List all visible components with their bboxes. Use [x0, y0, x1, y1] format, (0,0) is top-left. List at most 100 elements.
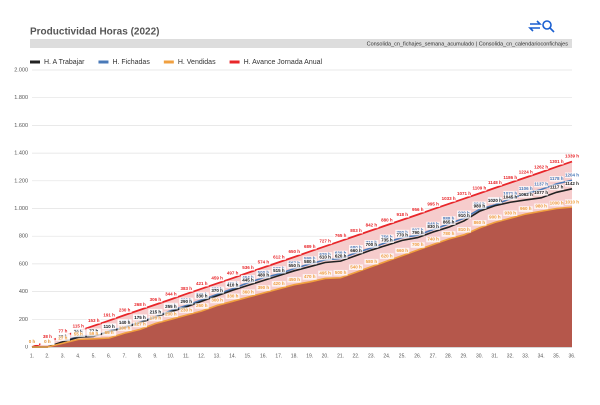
x-tick-label: 14. — [229, 353, 236, 359]
value-label-bg — [256, 272, 271, 279]
y-tick-label: 800 — [19, 234, 28, 240]
x-tick-label: 2. — [45, 353, 49, 359]
value-label: 420 h — [273, 281, 285, 286]
value-label-bg — [364, 258, 379, 265]
value-label: 910 h — [458, 213, 470, 218]
x-tick-label: 4. — [76, 353, 80, 359]
value-label: 65 h — [105, 330, 114, 335]
value-label: 1262 h — [534, 164, 548, 169]
series-line — [31, 160, 573, 348]
value-label-bg — [472, 185, 487, 192]
value-label: 1071 h — [457, 191, 471, 196]
value-label: 1148 h — [488, 180, 502, 185]
value-label-bg — [518, 169, 533, 176]
value-label: 445 h — [242, 278, 254, 283]
value-label: 650 h — [289, 249, 301, 254]
value-label-bg — [86, 331, 101, 337]
value-label-bg — [549, 184, 564, 191]
y-tick-label: 400 — [19, 289, 28, 295]
value-label: 660 h — [397, 248, 409, 253]
value-label: 765 h — [335, 233, 347, 238]
value-label-bg — [379, 253, 394, 259]
value-label-bg — [302, 243, 317, 250]
value-label: 1077 h — [534, 190, 548, 195]
value-label: 191 h — [103, 313, 115, 318]
value-label-bg — [210, 275, 225, 282]
value-label: 300 h — [211, 298, 223, 303]
value-label-bg — [379, 237, 394, 244]
value-label: 700 h — [366, 242, 378, 247]
subtitle: Consolida_cn_fichajes_semana_acumulado |… — [367, 41, 569, 47]
value-label-bg — [518, 206, 533, 212]
value-label-bg — [565, 172, 579, 179]
value-label-bg — [349, 264, 363, 271]
value-label-bg — [565, 181, 579, 187]
value-label: 290 h — [181, 299, 193, 304]
legend-label: H. Vendidas — [178, 59, 216, 66]
x-tick-label: 25. — [399, 353, 406, 359]
value-label-bg — [194, 293, 209, 300]
x-tick-label: 18. — [291, 353, 298, 359]
y-tick-label: 1.800 — [14, 95, 28, 101]
value-label-bg — [302, 274, 317, 280]
chart-title: Productividad Horas (2022) — [30, 27, 159, 38]
value-label-bg — [549, 176, 564, 182]
value-label-bg — [518, 186, 533, 192]
value-label-bg — [503, 174, 518, 181]
value-label-bg — [241, 289, 255, 295]
x-tick-label: 3. — [61, 353, 65, 359]
value-label-bg — [117, 319, 132, 326]
value-label: 620 h — [335, 253, 347, 258]
value-label: 215 h — [150, 309, 162, 314]
value-label: 610 h — [319, 255, 331, 260]
value-label: 1033 h — [442, 196, 456, 201]
x-tick-label: 32. — [507, 353, 514, 359]
value-label-bg — [441, 216, 456, 222]
value-label-bg — [271, 267, 286, 274]
value-label-bg — [503, 194, 518, 201]
value-label: 230 h — [181, 307, 193, 312]
value-label: 255 h — [165, 304, 177, 309]
value-label: 612 h — [273, 254, 285, 259]
value-label: 1000 h — [550, 201, 564, 206]
value-label: 620 h — [381, 253, 393, 258]
value-label: 770 h — [397, 233, 409, 238]
value-label: 810 h — [458, 227, 470, 232]
x-tick-label: 27. — [430, 353, 437, 359]
value-label-bg — [148, 296, 163, 303]
value-label: 470 h — [304, 274, 316, 279]
value-label: 918 h — [397, 212, 409, 217]
value-label: 574 h — [258, 260, 270, 265]
x-tick-label: 22. — [353, 353, 360, 359]
x-tick-label: 6. — [107, 353, 111, 359]
value-label: 344 h — [165, 292, 177, 297]
toolbar-icon[interactable] — [528, 20, 555, 33]
value-label: 790 h — [397, 230, 409, 235]
value-label: 680 h — [350, 245, 362, 250]
value-label-bg — [426, 224, 441, 230]
value-label: 995 h — [427, 201, 439, 206]
value-label: 599 h — [304, 256, 316, 261]
value-label: 450 h — [289, 277, 301, 282]
value-label: 0 h — [29, 339, 36, 344]
value-label-bg — [271, 281, 286, 287]
value-label-bg — [194, 280, 209, 287]
y-tick-label: 1.400 — [14, 151, 28, 157]
value-label: 153 h — [88, 318, 100, 323]
value-label: 900 h — [489, 215, 501, 220]
value-label-bg — [133, 314, 147, 321]
value-label: 980 h — [535, 203, 547, 208]
value-label-bg — [410, 242, 425, 248]
value-label: 1062 h — [519, 192, 533, 197]
value-label: 1142 h — [565, 181, 579, 186]
value-label: 383 h — [181, 286, 193, 291]
value-label-bg — [395, 232, 410, 239]
value-label-bg — [55, 328, 70, 335]
value-label: 390 h — [258, 285, 270, 290]
value-label: 0 h — [44, 339, 51, 344]
value-label: 660 h — [350, 248, 362, 253]
x-tick-label: 7. — [122, 353, 126, 359]
value-label-bg — [163, 291, 178, 298]
value-label-bg — [102, 330, 117, 336]
